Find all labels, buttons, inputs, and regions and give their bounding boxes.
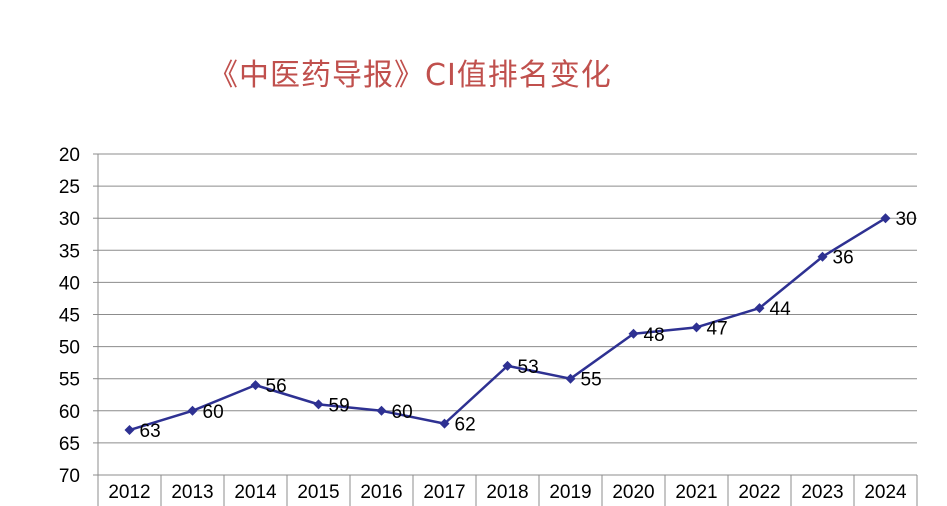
data-label: 60 <box>392 402 413 423</box>
data-label: 36 <box>833 248 854 269</box>
x-tick-labels: 2012 2013 2014 2015 2016 2017 2018 2019 2020 2021… <box>108 482 907 503</box>
data-point-marker <box>187 405 198 416</box>
data-labels: 63 60 56 59 60 62 53 55 48 47 44 36 30 <box>140 209 917 442</box>
data-label: 53 <box>518 357 539 378</box>
axes <box>93 153 918 506</box>
data-point-marker <box>565 373 576 384</box>
data-point-marker <box>880 213 891 224</box>
data-point-marker <box>439 418 450 429</box>
y-tick-label: 25 <box>59 177 80 198</box>
chart-title-text: 《中医药导报》CI值排名变化 <box>208 58 612 93</box>
data-label: 44 <box>770 299 792 320</box>
data-point-marker <box>124 425 135 436</box>
x-tick-label: 2020 <box>612 482 654 503</box>
y-tick-label: 20 <box>59 145 80 166</box>
data-point-marker <box>628 328 639 339</box>
data-label: 55 <box>581 370 602 391</box>
gridlines <box>98 153 917 444</box>
y-tick-label: 60 <box>59 402 80 423</box>
x-tick-label: 2023 <box>801 482 843 503</box>
data-label: 63 <box>140 421 161 442</box>
x-tick-label: 2014 <box>234 482 277 503</box>
data-label: 48 <box>644 325 665 346</box>
x-tick-label: 2017 <box>423 482 465 503</box>
y-tick-label: 40 <box>59 273 80 294</box>
data-point-marker <box>313 399 324 410</box>
data-label: 47 <box>707 318 728 339</box>
x-tick-label: 2019 <box>549 482 591 503</box>
y-tick-label: 35 <box>59 241 80 262</box>
x-tick-label: 2016 <box>360 482 402 503</box>
y-tick-label: 30 <box>59 209 80 230</box>
data-point-marker <box>250 380 261 391</box>
x-tick-label: 2013 <box>171 482 213 503</box>
x-tick-label: 2015 <box>297 482 339 503</box>
data-label: 62 <box>455 415 476 436</box>
y-tick-labels: 20 25 30 35 40 45 50 55 60 65 70 <box>59 145 80 487</box>
x-tick-label: 2022 <box>738 482 780 503</box>
data-label: 60 <box>203 402 224 423</box>
x-tick-label: 2024 <box>864 482 907 503</box>
data-point-marker <box>754 303 765 314</box>
data-point-marker <box>376 405 387 416</box>
data-point-marker <box>817 251 828 262</box>
y-tick-label: 55 <box>59 370 80 391</box>
data-point-marker <box>502 360 513 371</box>
data-point-marker <box>691 322 702 333</box>
x-tick-label: 2018 <box>486 482 528 503</box>
data-label: 30 <box>896 209 917 230</box>
y-tick-label: 50 <box>59 338 80 359</box>
y-tick-label: 70 <box>59 466 80 487</box>
x-tick-label: 2021 <box>675 482 717 503</box>
data-label: 59 <box>329 395 350 416</box>
data-markers <box>124 213 891 436</box>
y-tick-label: 45 <box>59 306 80 327</box>
data-label: 56 <box>266 376 287 397</box>
x-tick-label: 2012 <box>108 482 150 503</box>
y-tick-label: 65 <box>59 434 80 455</box>
